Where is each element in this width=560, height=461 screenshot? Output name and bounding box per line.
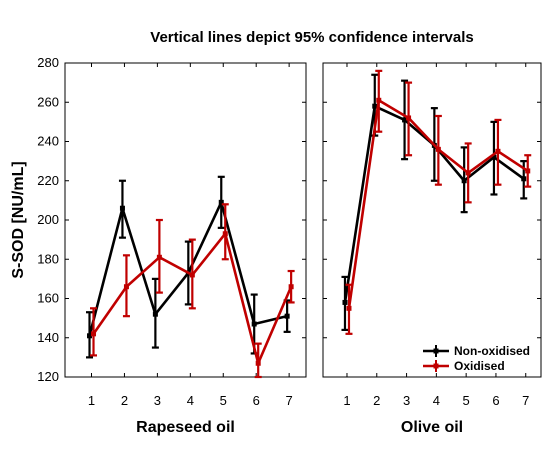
x-tick-label: 7 (522, 393, 529, 408)
series-oxidised (345, 69, 532, 335)
data-point (288, 284, 294, 290)
x-tick-label: 2 (373, 393, 380, 408)
legend-item-non-oxidised: Non-oxidised (423, 344, 530, 358)
x-tick-label: 2 (121, 393, 128, 408)
data-point (152, 311, 158, 317)
data-point (189, 272, 195, 278)
plot-frame (322, 62, 542, 378)
panel-1: 120 140 160 180 200 220 240 260 280 1 2 3 4 5 6 7 Rapese… (37, 55, 307, 436)
x-tick-label: 5 (220, 393, 227, 408)
x-tick-label: 6 (253, 393, 260, 408)
data-point (156, 254, 162, 260)
y-tick-label: 200 (37, 212, 59, 227)
y-tick-label: 140 (37, 330, 59, 345)
y-tick-label: 160 (37, 291, 59, 306)
data-point (465, 170, 471, 176)
data-point (284, 313, 290, 319)
data-point (402, 117, 408, 123)
y-tick-label: 260 (37, 94, 59, 109)
data-point (461, 178, 467, 184)
panels: 120 140 160 180 200 220 240 260 280 1 2 3 4 5 6 7 Rapese… (37, 55, 542, 436)
data-point (342, 299, 348, 305)
data-point (222, 231, 228, 237)
x-tick-label: 4 (187, 393, 194, 408)
data-point (435, 146, 441, 152)
data-point (255, 360, 261, 366)
y-tick-label: 240 (37, 134, 59, 149)
y-tick-label: 120 (37, 369, 59, 384)
y-tick-label: 180 (37, 251, 59, 266)
x-axis-label: Rapeseed oil (136, 419, 235, 436)
x-tick-label: 4 (433, 393, 440, 408)
legend-label: Non-oxidised (454, 344, 530, 358)
x-tick-label: 1 (88, 393, 95, 408)
chart-title: Vertical lines depict 95% confidence int… (150, 29, 473, 46)
y-tick-label: 280 (37, 55, 59, 70)
data-point (218, 199, 224, 205)
data-point (372, 103, 378, 109)
x-tick-label: 3 (154, 393, 161, 408)
data-point (406, 115, 412, 121)
panel-2: 1 2 3 4 5 6 7 Olive oil (322, 62, 542, 436)
x-tick-label: 5 (463, 393, 470, 408)
legend-label: Oxidised (454, 359, 505, 373)
legend-item-oxidised: Oxidised (423, 359, 505, 373)
x-tick-label: 7 (286, 393, 293, 408)
legend-marker (433, 348, 439, 354)
x-tick-label: 6 (492, 393, 499, 408)
plot-frame (64, 62, 307, 378)
data-point (495, 148, 501, 154)
x-axis-label: Olive oil (401, 419, 463, 436)
data-point (119, 205, 125, 211)
data-point (491, 154, 497, 160)
y-axis-label: S-SOD [NU/mL] (10, 161, 27, 278)
data-point (87, 333, 93, 339)
x-tick-label: 1 (343, 393, 350, 408)
series-oxidised (90, 203, 295, 379)
data-point (123, 284, 129, 290)
data-point (346, 305, 352, 311)
data-point (376, 97, 382, 103)
x-tick-label: 3 (403, 393, 410, 408)
data-point (525, 168, 531, 174)
legend-marker (433, 363, 439, 369)
data-point (521, 176, 527, 182)
data-point (251, 321, 257, 327)
y-tick-label: 220 (37, 173, 59, 188)
data-point (91, 331, 97, 337)
